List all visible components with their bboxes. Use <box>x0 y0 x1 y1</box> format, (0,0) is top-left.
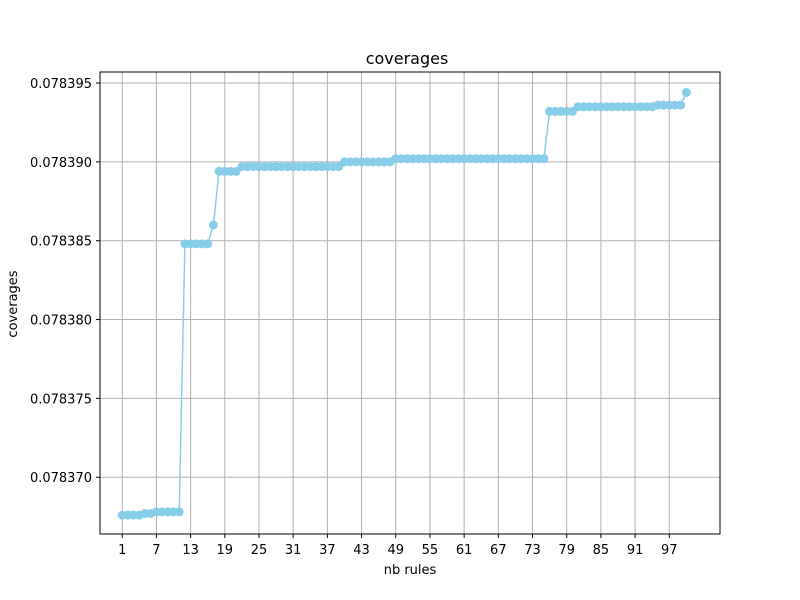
y-tick-label: 0.078380 <box>30 314 92 329</box>
plot-frame <box>99 71 721 535</box>
x-tick-label: 91 <box>627 543 644 558</box>
x-tick-label: 25 <box>251 543 268 558</box>
data-point <box>203 239 213 249</box>
x-tick-label: 55 <box>422 543 439 558</box>
x-tick-label: 19 <box>217 543 234 558</box>
x-axis: 1 7 13 19 25 31 37 43 49 55 61 67 73 79 85 91 97 <box>118 534 678 558</box>
data-point <box>208 220 218 230</box>
x-tick-label: 37 <box>319 543 336 558</box>
data-point <box>539 154 549 164</box>
y-tick-label: 0.078375 <box>30 392 92 407</box>
x-tick-label: 49 <box>387 543 404 558</box>
x-tick-label: 97 <box>661 543 678 558</box>
data-point <box>676 100 686 110</box>
grid <box>100 72 720 534</box>
x-tick-label: 61 <box>456 543 473 558</box>
y-tick-label: 0.078385 <box>30 235 92 250</box>
data-point <box>174 507 184 517</box>
x-tick-label: 7 <box>152 543 160 558</box>
series-markers <box>117 87 691 520</box>
y-tick-label: 0.078390 <box>30 156 92 171</box>
x-tick-label: 67 <box>490 543 507 558</box>
x-axis-label: nb rules <box>384 563 437 578</box>
x-tick-label: 31 <box>285 543 302 558</box>
x-tick-label: 79 <box>558 543 575 558</box>
x-tick-label: 1 <box>118 543 126 558</box>
data-point <box>681 87 691 97</box>
x-tick-label: 13 <box>182 543 199 558</box>
y-axis-label: coverages <box>6 270 21 337</box>
x-tick-label: 43 <box>353 543 370 558</box>
y-tick-label: 0.078395 <box>30 77 92 92</box>
chart-title: coverages <box>366 49 449 68</box>
y-tick-label: 0.078370 <box>30 471 92 486</box>
y-axis: 0.078370 0.078375 0.078380 0.078385 0.078390… <box>30 77 100 486</box>
x-tick-label: 85 <box>593 543 610 558</box>
x-tick-label: 73 <box>524 543 541 558</box>
